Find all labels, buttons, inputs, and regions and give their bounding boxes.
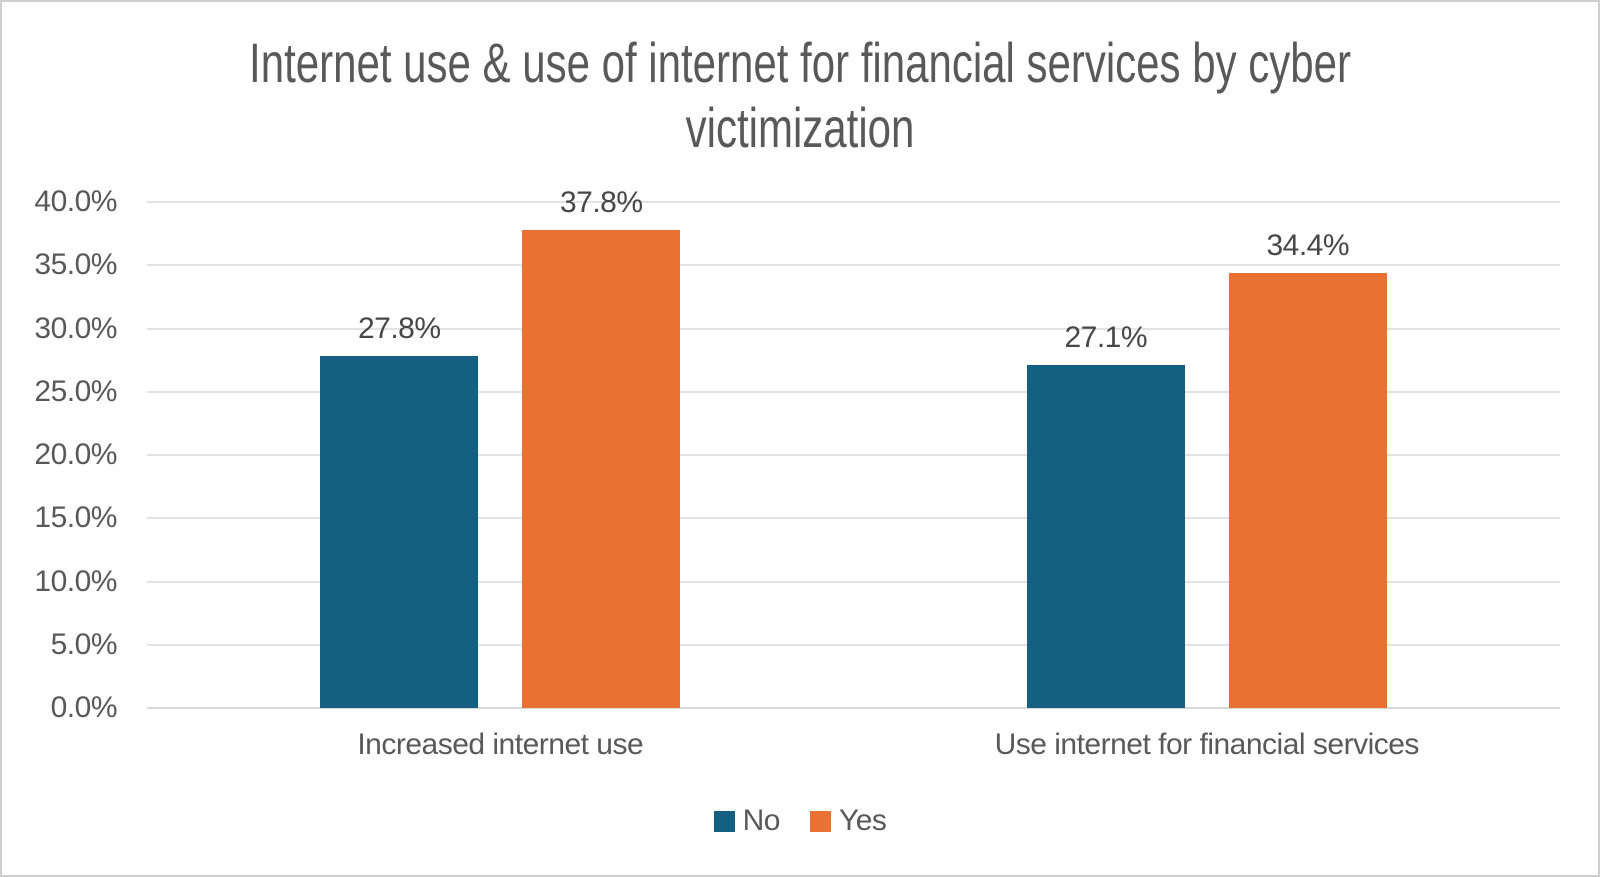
value-label-yes-category-2: 34.4%: [1266, 228, 1350, 262]
legend-label-yes: Yes: [838, 804, 887, 837]
gridline-30: [147, 327, 1560, 330]
gridline-20: [147, 454, 1560, 456]
gridline-35: [147, 264, 1560, 267]
y-tick-label-40: 40.0%: [34, 185, 117, 218]
legend-item-yes: Yes: [809, 804, 887, 838]
bar-no-category-2: [1026, 365, 1185, 708]
y-tick-label-35: 35.0%: [34, 248, 117, 282]
bar-yes-category-1: [522, 229, 681, 708]
y-tick-label-30: 30.0%: [34, 311, 117, 345]
gridline-40: [147, 201, 1560, 203]
gridline-5: [147, 643, 1560, 646]
chart-title-line-2: victimization: [685, 96, 915, 159]
chart-title-line-1: Internet use & use of internet for finan…: [249, 31, 1351, 94]
legend-item-no: No: [713, 804, 781, 838]
bar-yes-category-2: [1228, 272, 1387, 708]
category-label-1: Increased internet use: [357, 728, 644, 761]
legend: No Yes: [2, 804, 1598, 838]
value-label-yes-category-1: 37.8%: [559, 185, 643, 219]
plot-area: 27.8% 37.8% 27.1% 34.4%: [147, 186, 1560, 709]
y-tick-label-25: 25.0%: [34, 374, 117, 408]
chart-title: Internet use & use of internet for finan…: [202, 30, 1399, 160]
category-label-2: Use internet for financial services: [994, 728, 1420, 761]
gridline-10: [147, 580, 1560, 583]
legend-label-no: No: [742, 804, 781, 837]
legend-swatch-yes: [809, 810, 831, 832]
y-tick-label-15: 15.0%: [34, 501, 117, 535]
value-label-no-category-1: 27.8%: [357, 312, 441, 346]
gridline-15: [147, 517, 1560, 520]
y-tick-label-5: 5.0%: [50, 627, 118, 661]
bar-no-category-1: [320, 356, 479, 708]
gridline-0: [147, 707, 1560, 709]
y-tick-label-20: 20.0%: [34, 438, 117, 471]
value-label-no-category-2: 27.1%: [1064, 321, 1148, 355]
legend-swatch-no: [713, 810, 735, 832]
gridline-25: [147, 390, 1560, 393]
y-tick-label-0: 0.0%: [50, 691, 118, 724]
y-tick-label-10: 10.0%: [34, 564, 117, 598]
